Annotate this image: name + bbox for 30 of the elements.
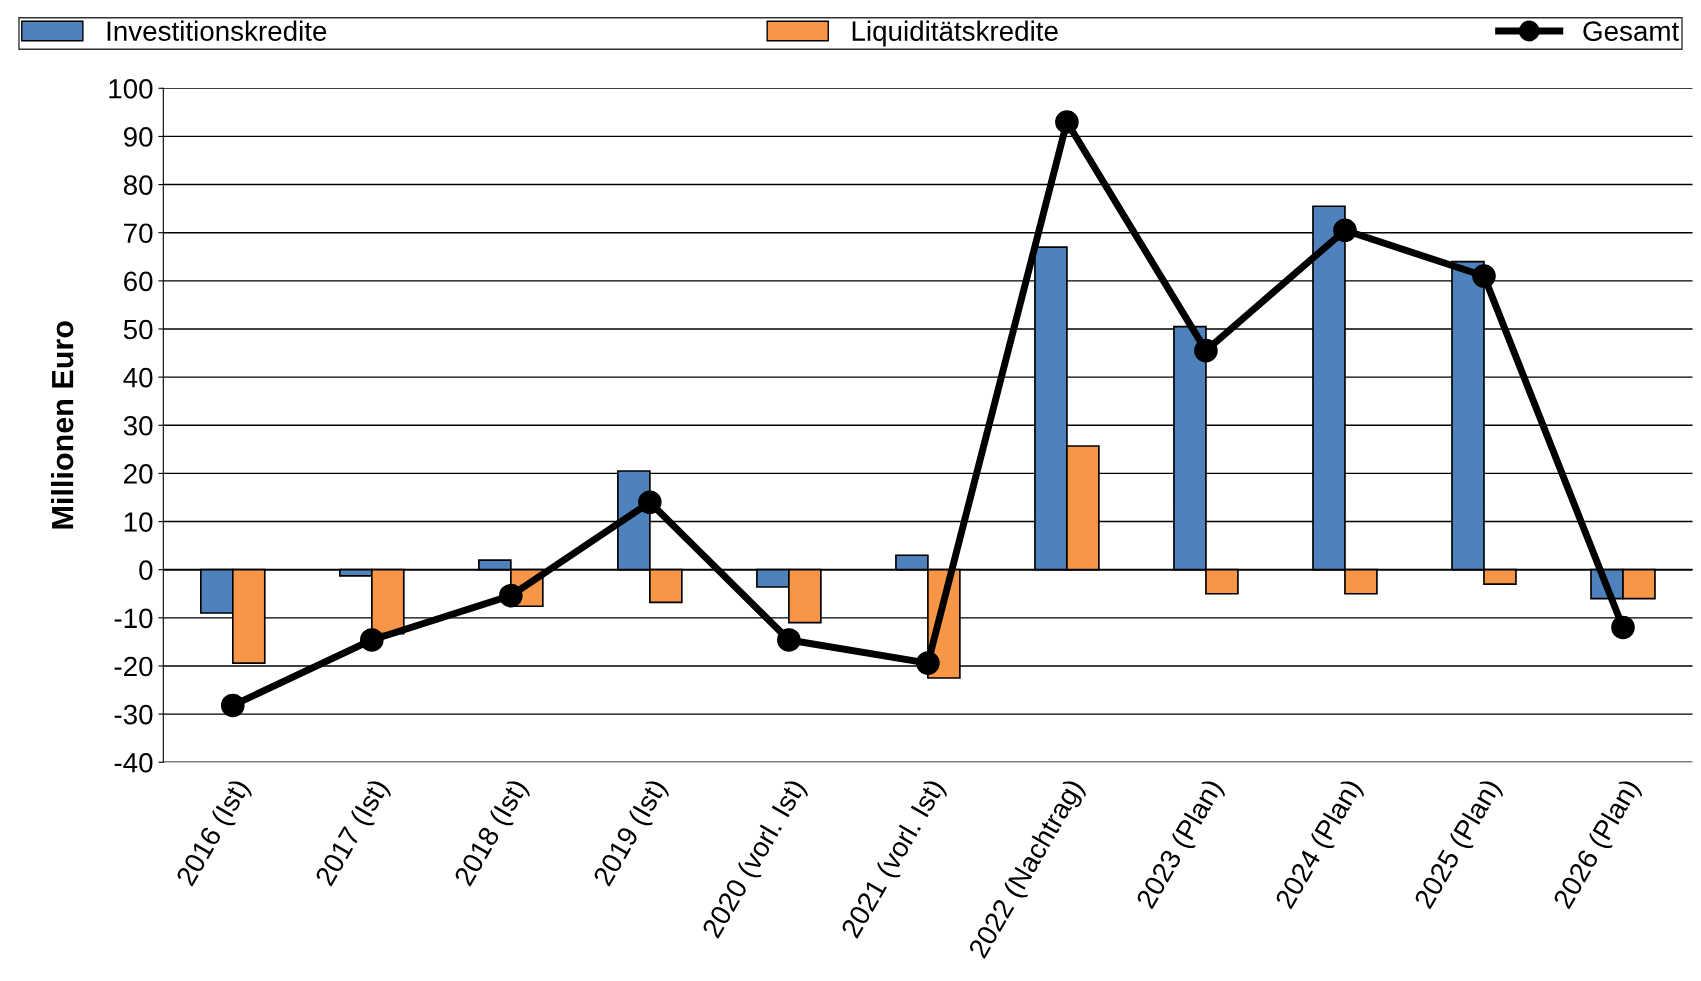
y-tick-label: 40	[123, 367, 153, 388]
y-tick-label: 50	[123, 319, 153, 340]
point	[1472, 264, 1496, 288]
legend-label: Liquiditätskredite	[852, 20, 1058, 47]
point	[916, 651, 940, 675]
point	[777, 628, 801, 652]
point	[1055, 110, 1079, 134]
point	[220, 693, 245, 718]
point	[1194, 338, 1218, 363]
y-tick-label: 90	[123, 127, 153, 147]
y-tick-label: 20	[124, 464, 153, 484]
point	[1333, 218, 1357, 243]
point	[1611, 615, 1635, 640]
y-tick-label: 10	[124, 512, 153, 532]
y-tick-label: 100	[109, 78, 153, 99]
y-axis-title: Millionen Euro	[50, 321, 74, 529]
point	[499, 583, 523, 608]
legend-label: Gesamt	[1583, 21, 1680, 41]
y-tick-label: -30	[114, 704, 153, 725]
y-tick-label: 70	[124, 223, 153, 244]
point	[638, 490, 662, 515]
legend-label: Investitionskredite	[107, 20, 327, 41]
y-tick-label: -10	[114, 608, 153, 629]
y-tick-label: -40	[114, 752, 153, 773]
y-tick-label: -20	[114, 656, 153, 677]
y-tick-label: 30	[123, 415, 153, 436]
y-tick-label: 0	[139, 560, 153, 581]
point	[360, 628, 384, 652]
y-tick-label: 80	[123, 175, 153, 195]
y-tick-label: 60	[124, 271, 153, 292]
